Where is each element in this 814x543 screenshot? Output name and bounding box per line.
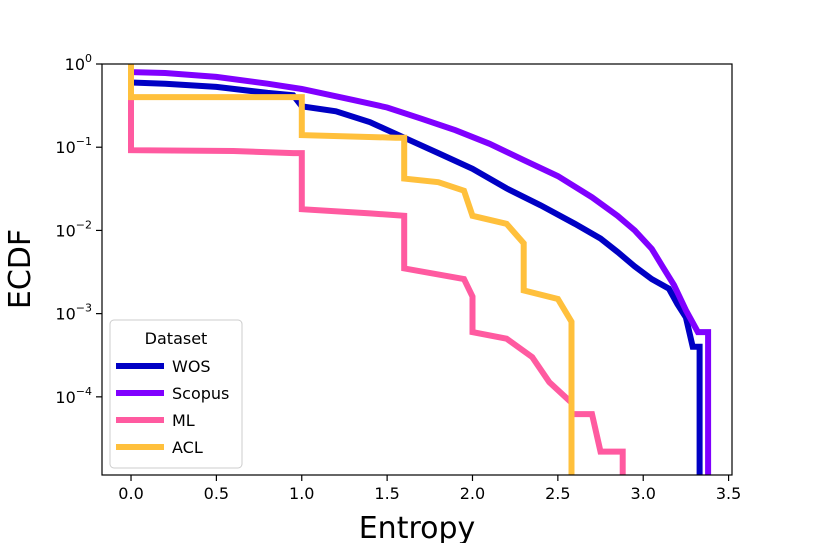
x-tick-label: 2.0 (460, 484, 485, 503)
x-tick-label: 0.0 (118, 484, 143, 503)
y-tick-label: 10−4 (55, 385, 92, 407)
y-tick-label: 10−1 (55, 135, 92, 157)
x-tick-label: 3.0 (630, 484, 655, 503)
x-tick-label: 3.5 (716, 484, 741, 503)
series-line-scopus (128, 64, 712, 475)
x-tick-label: 1.0 (289, 484, 314, 503)
legend-label-scopus: Scopus (172, 384, 229, 403)
x-tick-label: 1.5 (374, 484, 399, 503)
legend: Dataset WOS Scopus ML ACL (109, 319, 243, 469)
y-tick-label: 10−3 (55, 302, 92, 324)
x-tick-label: 0.5 (204, 484, 229, 503)
legend-label-ml: ML (172, 411, 195, 430)
y-axis-label: ECDF (3, 229, 38, 309)
series-line-acl (128, 64, 575, 475)
y-tick-label: 100 (65, 52, 92, 74)
legend-label-acl: ACL (172, 438, 203, 457)
plot-frame (101, 63, 733, 476)
x-tick-label: 2.5 (545, 484, 570, 503)
legend-label-wos: WOS (172, 357, 211, 376)
y-tick-label: 10−2 (55, 218, 92, 240)
series-line-ml (128, 64, 626, 475)
legend-box (109, 319, 243, 469)
x-axis-label: Entropy (359, 511, 476, 543)
y-axis: 100 10−1 10−2 10−3 10−4 (55, 52, 102, 407)
series-layer (128, 64, 712, 475)
x-axis: 0.0 0.5 1.0 1.5 2.0 2.5 3.0 3.5 (118, 475, 741, 503)
series-line-wos (128, 64, 703, 475)
legend-title: Dataset (145, 329, 208, 348)
